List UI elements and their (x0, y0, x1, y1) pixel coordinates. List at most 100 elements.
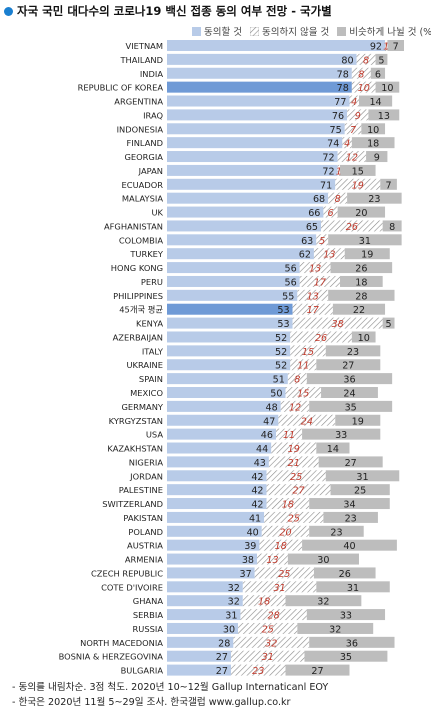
bar-agree-kyrgyzstan (167, 415, 278, 426)
value-agree-peru: 56 (285, 277, 297, 288)
value-agree-thailand: 80 (341, 55, 353, 66)
value-agree-uk: 66 (308, 208, 320, 219)
value-agree-malaysia: 68 (313, 194, 325, 205)
value-disagree-palestine: 27 (292, 486, 305, 497)
bar-agree-republic-of-korea (167, 82, 352, 93)
value-dontknow-mexico: 24 (343, 389, 355, 400)
value-disagree-hong-kong: 13 (309, 264, 321, 275)
row-label-pakistan: PAKISTAN (123, 513, 163, 523)
bar-agree-spain (167, 373, 288, 384)
value-dontknow-russia: 32 (329, 624, 341, 635)
row-label-czech-republic: CZECH REPUBLIC (91, 568, 163, 578)
row-label-nigeria: NIGERIA (129, 457, 164, 467)
value-dontknow-spain: 36 (343, 375, 355, 386)
value-disagree-switzerland: 18 (282, 500, 294, 511)
bar-agree-iraq (167, 109, 347, 120)
row-label-colombia: COLOMBIA (119, 235, 163, 245)
row-label-malaysia: MALAYSIA (122, 194, 163, 204)
value-agree-iraq: 76 (332, 111, 344, 122)
value-dontknow-bosnia-herzegovina: 35 (340, 652, 352, 663)
value-disagree-vietnam: 1 (383, 42, 389, 53)
value-agree-switzerland: 42 (251, 500, 263, 511)
value-agree-poland: 40 (247, 527, 259, 538)
value-agree-jordan: 42 (251, 472, 263, 483)
value-dontknow-ghana: 32 (317, 597, 329, 608)
value-disagree-kazakhstan: 19 (288, 444, 300, 455)
footnote-korea: - 한국은 2020년 11월 5~29일 조사. 한국갤럽 www.gallu… (12, 695, 328, 710)
value-agree-azerbaijan: 52 (275, 333, 287, 344)
value-disagree-north-macedonia: 32 (265, 638, 277, 649)
value-disagree-afghanistan: 26 (346, 222, 358, 233)
row-label-afghanistan: AFGHANISTAN (104, 221, 163, 231)
value-agree-mexico: 50 (270, 389, 282, 400)
footnotes: - 동의를 내림차순. 3점 척도. 2020년 10~12월 Gallup I… (12, 680, 328, 710)
value-disagree-georgia: 12 (346, 153, 358, 164)
value-disagree-45개국-평균: 17 (307, 305, 320, 316)
value-disagree-kenya: 38 (332, 319, 344, 330)
value-dontknow-hong-kong: 26 (355, 264, 367, 275)
value-dontknow-serbia: 33 (340, 611, 352, 622)
row-label-iraq: IRAQ (143, 110, 163, 120)
row-label-serbia: SERBIA (133, 610, 163, 620)
value-disagree-colombia: 5 (319, 236, 325, 247)
value-agree-turkey: 62 (299, 250, 311, 261)
value-agree-india: 78 (337, 69, 349, 80)
value-agree-czech-republic: 37 (239, 569, 251, 580)
value-agree-argentina: 77 (334, 97, 346, 108)
bar-agree-usa (167, 429, 276, 440)
bar-agree-turkey (167, 248, 314, 259)
stacked-bar-chart: VIETNAM 92 1 7THAILAND 80 8 5INDIA 78 8 6REPUBLIC… (0, 0, 431, 676)
value-dontknow-ukraine: 27 (342, 361, 354, 372)
value-disagree-republic-of-korea: 10 (358, 83, 370, 94)
value-agree-finland: 74 (327, 139, 339, 150)
value-agree-kenya: 53 (277, 319, 289, 330)
value-disagree-serbia: 28 (268, 611, 280, 622)
value-agree-ecuador: 71 (320, 180, 332, 191)
value-disagree-cote-d-ivoire: 31 (273, 583, 285, 594)
value-agree-italy: 52 (275, 347, 287, 358)
row-label-palestine: PALESTINE (119, 485, 163, 495)
row-label-thailand: THAILAND (119, 55, 163, 65)
value-dontknow-nigeria: 27 (345, 458, 357, 469)
value-disagree-uk: 6 (327, 208, 333, 219)
bar-agree-india (167, 68, 352, 79)
value-disagree-austria: 18 (275, 541, 287, 552)
value-disagree-indonesia: 7 (350, 125, 357, 136)
value-dontknow-uk: 20 (355, 208, 367, 219)
value-agree-austria: 39 (244, 541, 256, 552)
value-agree-indonesia: 75 (330, 125, 342, 136)
value-dontknow-afghanistan: 8 (389, 222, 395, 233)
bar-agree-philippines (167, 290, 297, 301)
row-label-japan: JAPAN (138, 166, 163, 176)
row-label-jordan: JORDAN (129, 471, 163, 481)
value-agree-philippines: 55 (282, 291, 294, 302)
value-disagree-russia: 25 (262, 624, 274, 635)
value-disagree-japan: 1 (336, 166, 342, 177)
bar-agree-ukraine (167, 359, 290, 370)
bar-agree-germany (167, 401, 281, 412)
value-disagree-peru: 17 (314, 277, 327, 288)
value-disagree-germany: 12 (289, 402, 301, 413)
row-label-india: INDIA (140, 69, 163, 79)
value-disagree-argentina: 4 (351, 97, 357, 108)
bar-agree-colombia (167, 234, 316, 245)
bar-agree-ecuador (167, 179, 335, 190)
row-label-mexico: MEXICO (130, 388, 163, 398)
row-label-philippines: PHILIPPINES (113, 291, 163, 301)
value-dontknow-germany: 35 (345, 402, 357, 413)
value-dontknow-pakistan: 23 (345, 513, 357, 524)
value-disagree-azerbaijan: 26 (315, 333, 327, 344)
value-disagree-ukraine: 11 (297, 361, 309, 372)
row-label-indonesia: INDONESIA (117, 124, 164, 134)
bar-agree-afghanistan (167, 220, 321, 231)
row-label-vietnam: VIETNAM (126, 41, 163, 51)
value-dontknow-kenya: 5 (386, 319, 392, 330)
value-agree-spain: 51 (273, 375, 285, 386)
row-label-switzerland: SWITZERLAND (102, 499, 163, 509)
value-agree-pakistan: 41 (249, 513, 261, 524)
row-label-finland: FINLAND (126, 138, 163, 148)
value-dontknow-india: 6 (375, 69, 381, 80)
row-label-russia: RUSSIA (133, 624, 164, 634)
value-dontknow-iraq: 13 (378, 111, 390, 122)
value-dontknow-north-macedonia: 36 (346, 638, 358, 649)
